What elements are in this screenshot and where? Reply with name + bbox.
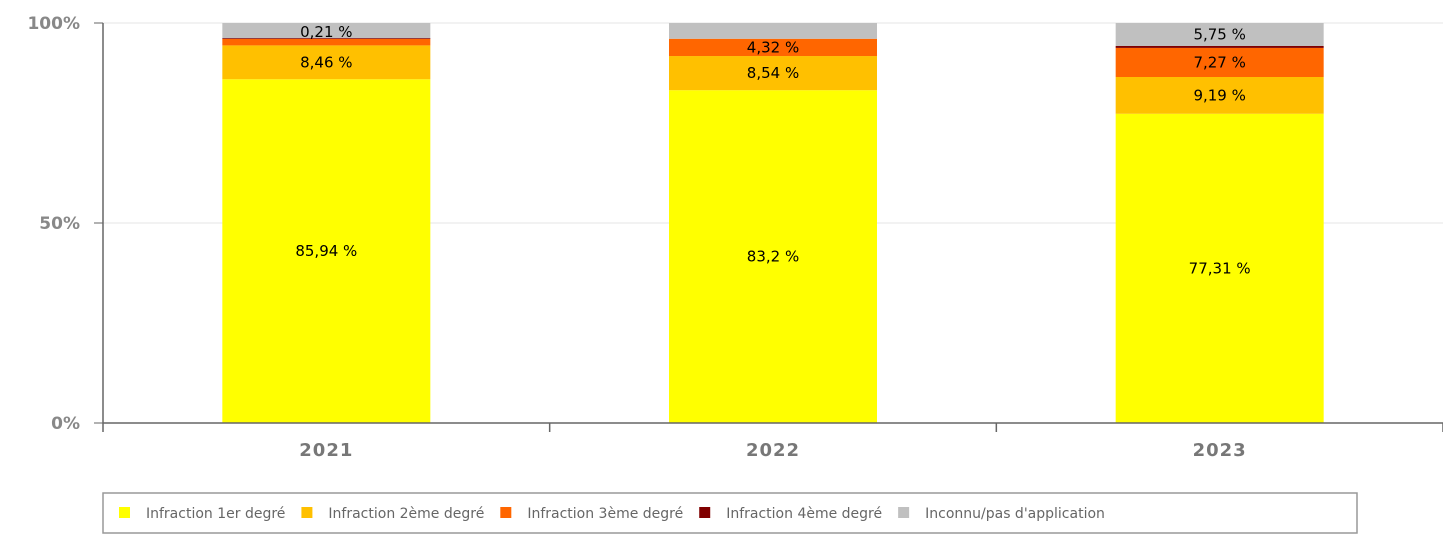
y-tick-label: 100% — [27, 14, 80, 34]
data-label: 7,27 % — [1193, 53, 1245, 71]
y-tick-label: 0% — [51, 414, 80, 434]
bars — [222, 23, 1324, 424]
data-label: 0,21 % — [300, 23, 352, 41]
bar-segment — [1115, 77, 1324, 114]
data-labels: 85,94 % 8,46 % 0,21 % 83,2 % 8,54 % 4,32 % 77,… — [295, 23, 1250, 277]
legend-label: Infraction 1er degré — [146, 506, 285, 522]
legend-label: Infraction 2ème degré — [328, 506, 484, 522]
legend-swatch — [699, 507, 711, 518]
bar-segment — [669, 23, 877, 39]
data-label: 77,31 % — [1189, 259, 1251, 277]
x-tick-label: 2021 — [299, 440, 353, 461]
data-label: 4,32 % — [747, 38, 799, 56]
data-label: 8,46 % — [300, 53, 352, 71]
legend-swatch — [898, 507, 910, 518]
bar-segment — [1115, 23, 1324, 46]
bar-segment — [222, 45, 431, 80]
bar-segment — [669, 56, 877, 91]
legend-swatch — [500, 507, 512, 518]
bar-segment — [222, 38, 431, 39]
data-label: 8,54 % — [747, 64, 799, 82]
legend-label: Infraction 4ème degré — [726, 506, 882, 522]
legend-item: Infraction 4ème degré — [699, 506, 882, 522]
legend-item: Infraction 3ème degré — [500, 506, 683, 522]
legend-item: Infraction 1er degré — [119, 506, 285, 522]
data-label: 9,19 % — [1193, 86, 1245, 104]
data-label: 83,2 % — [747, 248, 799, 266]
data-label: 85,94 % — [295, 242, 357, 260]
bar-segment — [669, 90, 877, 423]
legend-swatch — [119, 507, 130, 518]
legend-label: Infraction 3ème degré — [527, 506, 683, 522]
y-tick-label: 50% — [39, 214, 80, 234]
legend: Infraction 1er degré Infraction 2ème degr… — [102, 492, 1358, 534]
legend-label: Inconnu/pas d'application — [925, 506, 1105, 522]
bar-segment — [1115, 46, 1324, 48]
x-tick-label: 2022 — [746, 440, 800, 461]
bar-segment — [1115, 47, 1324, 77]
bar-segment — [222, 23, 431, 39]
x-tick-label: 2023 — [1193, 440, 1247, 461]
axes: 0% 50% 100% 2021 2022 2023 — [27, 14, 1443, 461]
legend-item: Infraction 2ème degré — [301, 506, 484, 522]
bar-segment — [1115, 113, 1324, 423]
bar-segment — [669, 38, 877, 57]
legend-item: Inconnu/pas d'application — [898, 506, 1105, 522]
data-label: 5,75 % — [1193, 26, 1245, 44]
bar-segment — [222, 39, 431, 46]
bar-segment — [222, 79, 431, 424]
legend-swatch — [301, 507, 313, 518]
